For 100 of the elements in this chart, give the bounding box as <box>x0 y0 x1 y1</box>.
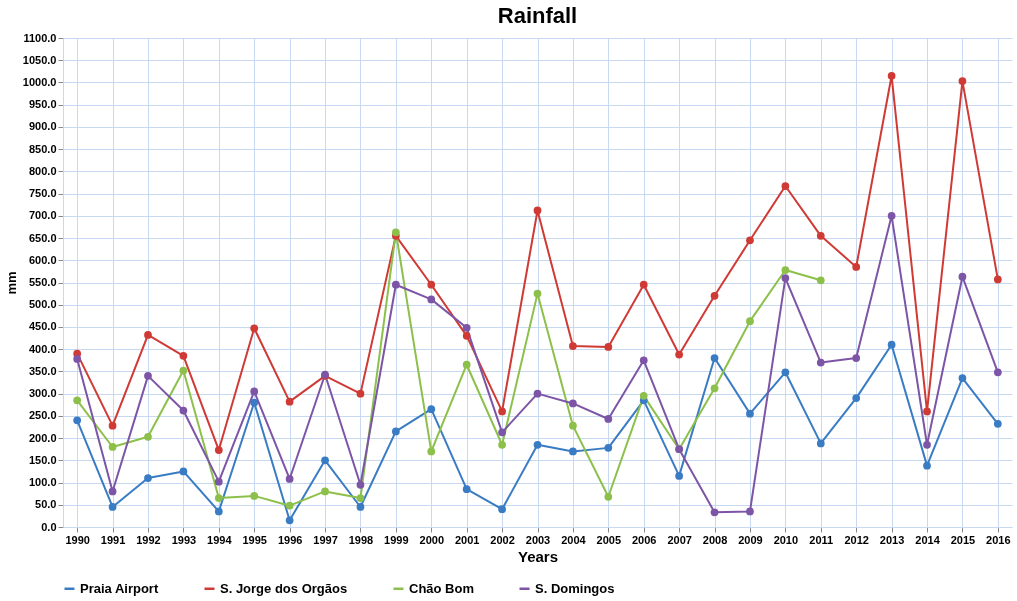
point <box>214 507 223 516</box>
y-tick-label: 500.0 <box>28 298 57 311</box>
x-tick-label: 2000 <box>419 533 445 546</box>
x-tick-label: 1995 <box>242 533 267 546</box>
point <box>462 331 471 340</box>
point <box>144 331 152 339</box>
y-tick-label: 700.0 <box>28 209 57 222</box>
y-tick-label: 50.0 <box>35 498 57 511</box>
point <box>73 416 82 425</box>
y-tick-label: 850.0 <box>28 142 57 155</box>
point <box>321 456 329 465</box>
legend-label: S. Domingos <box>535 580 615 596</box>
point <box>214 446 223 454</box>
point <box>533 389 542 398</box>
point <box>569 447 577 456</box>
point <box>356 494 365 502</box>
legend-label: S. Jorge dos Orgãos <box>220 580 348 596</box>
x-tick-label: 2016 <box>986 533 1011 546</box>
x-tick-label: 1999 <box>384 533 409 546</box>
x-tick-label: 2005 <box>596 533 622 546</box>
point <box>569 342 577 350</box>
x-tick-label: 2013 <box>879 533 905 546</box>
y-tick-label: 600.0 <box>28 253 57 266</box>
x-tick-label: 1998 <box>348 533 374 546</box>
y-tick-label: 550.0 <box>28 276 57 288</box>
point <box>179 351 188 360</box>
point <box>250 398 259 407</box>
point <box>250 324 259 333</box>
y-tick-label: 100.0 <box>28 476 57 489</box>
x-tick-label: 1997 <box>313 533 338 546</box>
point <box>533 289 542 298</box>
point <box>816 276 825 285</box>
y-tick-label: 350.0 <box>28 364 57 377</box>
point <box>427 280 436 289</box>
x-tick-label: 1996 <box>277 533 303 546</box>
y-tick-label: 200.0 <box>28 431 57 444</box>
y-tick-label: 1050.0 <box>22 53 57 66</box>
point <box>285 516 294 525</box>
point <box>144 474 152 482</box>
point <box>462 323 471 332</box>
point <box>569 399 577 408</box>
point <box>852 354 861 362</box>
point <box>816 358 825 367</box>
point <box>781 266 790 274</box>
point <box>710 384 719 393</box>
point <box>179 406 188 415</box>
y-tick-label: 250.0 <box>28 409 57 422</box>
y-tick-label: 650.0 <box>28 231 57 244</box>
legend-label: Chão Bom <box>409 580 474 596</box>
point <box>675 350 684 359</box>
point <box>285 475 294 483</box>
point <box>781 274 790 282</box>
y-tick-label: 900.0 <box>28 120 57 133</box>
point <box>356 389 365 398</box>
x-tick-label: 1992 <box>136 533 161 546</box>
point <box>604 343 613 351</box>
point <box>285 397 294 406</box>
point <box>604 444 613 452</box>
point <box>887 340 896 349</box>
y-tick-label: 0.0 <box>41 520 57 533</box>
y-tick-label: 300.0 <box>28 387 57 400</box>
x-tick-label: 2003 <box>525 533 551 546</box>
point <box>710 354 719 362</box>
point <box>462 485 471 494</box>
chart-title: Rainfall <box>497 3 578 28</box>
x-tick-label: 2006 <box>631 533 657 546</box>
point <box>958 374 967 382</box>
point <box>391 427 400 436</box>
x-tick-label: 2014 <box>915 533 941 546</box>
point <box>356 503 365 511</box>
point <box>816 231 825 240</box>
point <box>639 280 648 289</box>
x-tick-label: 2012 <box>844 533 869 546</box>
point <box>391 280 400 289</box>
point <box>427 447 436 456</box>
point <box>73 396 82 405</box>
point <box>746 236 754 245</box>
x-tick-label: 1993 <box>171 533 197 546</box>
y-tick-label: 750.0 <box>28 187 57 200</box>
point <box>746 507 754 516</box>
point <box>462 360 471 369</box>
point <box>498 428 506 437</box>
point <box>250 492 259 500</box>
x-tick-label: 2008 <box>702 533 728 546</box>
point <box>427 295 436 304</box>
point <box>675 472 684 480</box>
y-tick-label: 1100.0 <box>23 31 57 44</box>
point <box>604 415 613 423</box>
point <box>710 508 719 517</box>
x-axis-title: Years <box>517 547 559 565</box>
point <box>993 368 1002 377</box>
point <box>887 211 896 220</box>
x-tick-label: 2009 <box>738 533 763 546</box>
point <box>993 275 1002 284</box>
point <box>285 501 294 510</box>
point <box>639 356 648 365</box>
point <box>108 503 117 511</box>
point <box>958 272 967 281</box>
point <box>746 317 754 326</box>
point <box>321 487 329 496</box>
